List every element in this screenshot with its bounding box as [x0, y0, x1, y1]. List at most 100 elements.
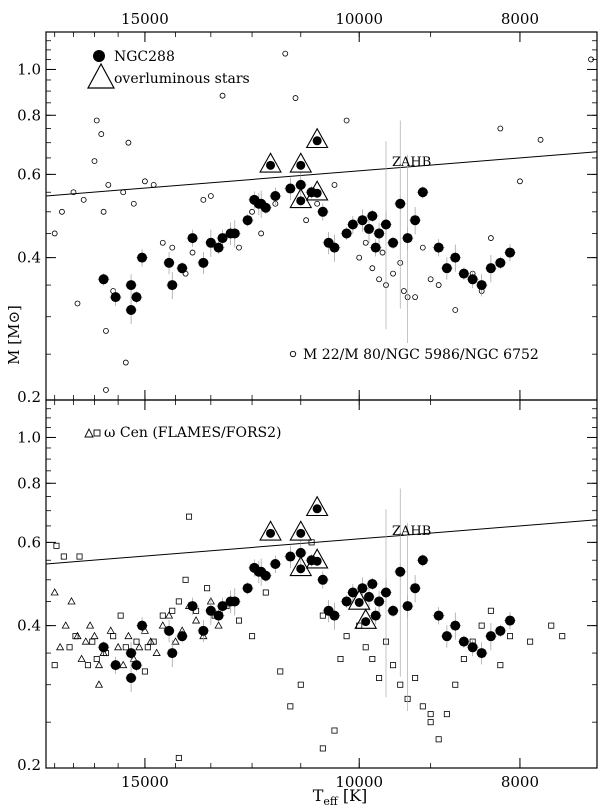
point-open-square	[51, 662, 58, 669]
point-open-square	[235, 617, 242, 624]
point-open-circle	[419, 244, 426, 251]
point-open-circle	[376, 276, 382, 283]
point-open-square	[319, 745, 326, 752]
point-open-circle	[390, 270, 396, 277]
point-open-circle	[59, 208, 65, 215]
point-ngc288-overluminous	[312, 556, 322, 566]
point-open-square	[497, 662, 504, 669]
point-open-square	[412, 674, 419, 681]
point-ngc288	[198, 257, 209, 268]
point-open-circle	[331, 181, 338, 188]
point-open-square	[452, 681, 459, 688]
point-open-triangle	[114, 642, 123, 651]
point-open-square	[89, 638, 96, 645]
point-open-triangle	[50, 588, 59, 596]
point-open-circle	[93, 117, 100, 124]
y-tick-label: 0.2	[17, 756, 41, 774]
point-open-circle	[303, 217, 310, 224]
legend-omega-label: ω Cen (FLAMES/FORS2)	[104, 425, 281, 441]
point-ngc288-overluminous	[296, 196, 306, 206]
point-ngc288-overluminous	[296, 528, 306, 538]
point-open-triangle	[61, 621, 70, 629]
point-ngc288	[317, 206, 328, 217]
overluminous-triangle	[305, 495, 329, 517]
point-ngc288	[110, 292, 121, 303]
point-ngc288	[177, 263, 188, 274]
point-open-circle	[98, 131, 105, 137]
x-axis-title: Teff [K]	[313, 786, 368, 808]
point-ngc288	[137, 620, 148, 631]
point-open-square	[319, 612, 326, 619]
point-open-square	[362, 644, 369, 651]
point-ngc288	[476, 280, 487, 291]
point-open-square	[507, 633, 514, 640]
point-ngc288	[467, 642, 478, 653]
point-open-triangle	[119, 660, 128, 669]
point-ngc288	[285, 183, 296, 194]
point-ngc288	[213, 242, 224, 253]
point-open-circle	[80, 196, 87, 203]
point-ngc288	[126, 648, 137, 659]
point-ngc288	[367, 210, 378, 221]
point-ngc288	[126, 672, 137, 683]
legend-omega-triangle-marker	[84, 427, 94, 438]
y-tick-label: 0.4	[17, 249, 41, 267]
point-ngc288-overluminous	[312, 136, 322, 146]
legend-overluminous-marker	[86, 62, 116, 89]
point-open-square	[527, 638, 534, 645]
point-ngc288	[317, 574, 328, 585]
legend-ngc288-label: NGC288	[114, 49, 175, 65]
point-open-circle	[91, 158, 98, 165]
axis-titles: M [M⊙] Teff [K]	[5, 305, 367, 808]
point-open-circle	[169, 244, 176, 251]
y-tick-label: 0.6	[17, 533, 41, 551]
point-open-circle	[219, 92, 226, 99]
overluminous-triangle	[289, 555, 313, 577]
point-ngc288	[164, 625, 175, 636]
overluminous-triangle	[259, 520, 282, 541]
point-ngc288	[367, 578, 378, 589]
point-open-square	[390, 662, 397, 669]
point-open-triangle	[67, 597, 76, 605]
point-ngc288	[374, 228, 385, 239]
point-ngc288	[217, 233, 228, 244]
point-ngc288	[329, 242, 340, 253]
point-open-square	[548, 622, 555, 629]
overluminous-triangle	[354, 608, 378, 629]
point-open-triangle	[135, 642, 144, 651]
point-open-circle	[70, 189, 77, 196]
point-open-triangle	[77, 654, 86, 662]
point-open-circle	[103, 387, 109, 393]
point-open-square	[175, 598, 182, 605]
point-open-circle	[401, 288, 407, 294]
point-open-square	[427, 711, 434, 718]
overluminous-triangle	[305, 180, 329, 201]
point-open-square	[141, 668, 148, 675]
point-ngc288-overluminous	[312, 188, 322, 198]
point-ngc288	[329, 610, 340, 621]
point-open-circle	[588, 56, 594, 63]
point-open-triangle	[164, 611, 174, 619]
point-ngc288	[467, 274, 478, 285]
overluminous-triangle	[289, 187, 313, 209]
point-ngc288	[110, 660, 121, 671]
point-open-square	[460, 656, 467, 663]
point-ngc288	[410, 583, 421, 594]
point-ngc288	[131, 292, 142, 303]
point-ngc288	[347, 587, 358, 598]
point-open-circle	[452, 307, 459, 313]
overluminous-triangle	[305, 548, 329, 569]
overluminous-triangle	[289, 152, 313, 173]
point-open-square	[110, 633, 117, 640]
point-ngc288	[260, 202, 271, 213]
point-open-square	[397, 681, 404, 688]
point-open-square	[66, 644, 73, 651]
point-open-circle	[130, 200, 137, 207]
point-open-square	[72, 633, 79, 640]
point-open-circle	[74, 300, 81, 307]
point-ngc288	[370, 242, 381, 253]
point-ngc288	[395, 198, 406, 209]
point-ngc288	[341, 596, 352, 607]
legend-omega-square-marker	[93, 429, 101, 437]
point-ngc288	[485, 631, 496, 642]
